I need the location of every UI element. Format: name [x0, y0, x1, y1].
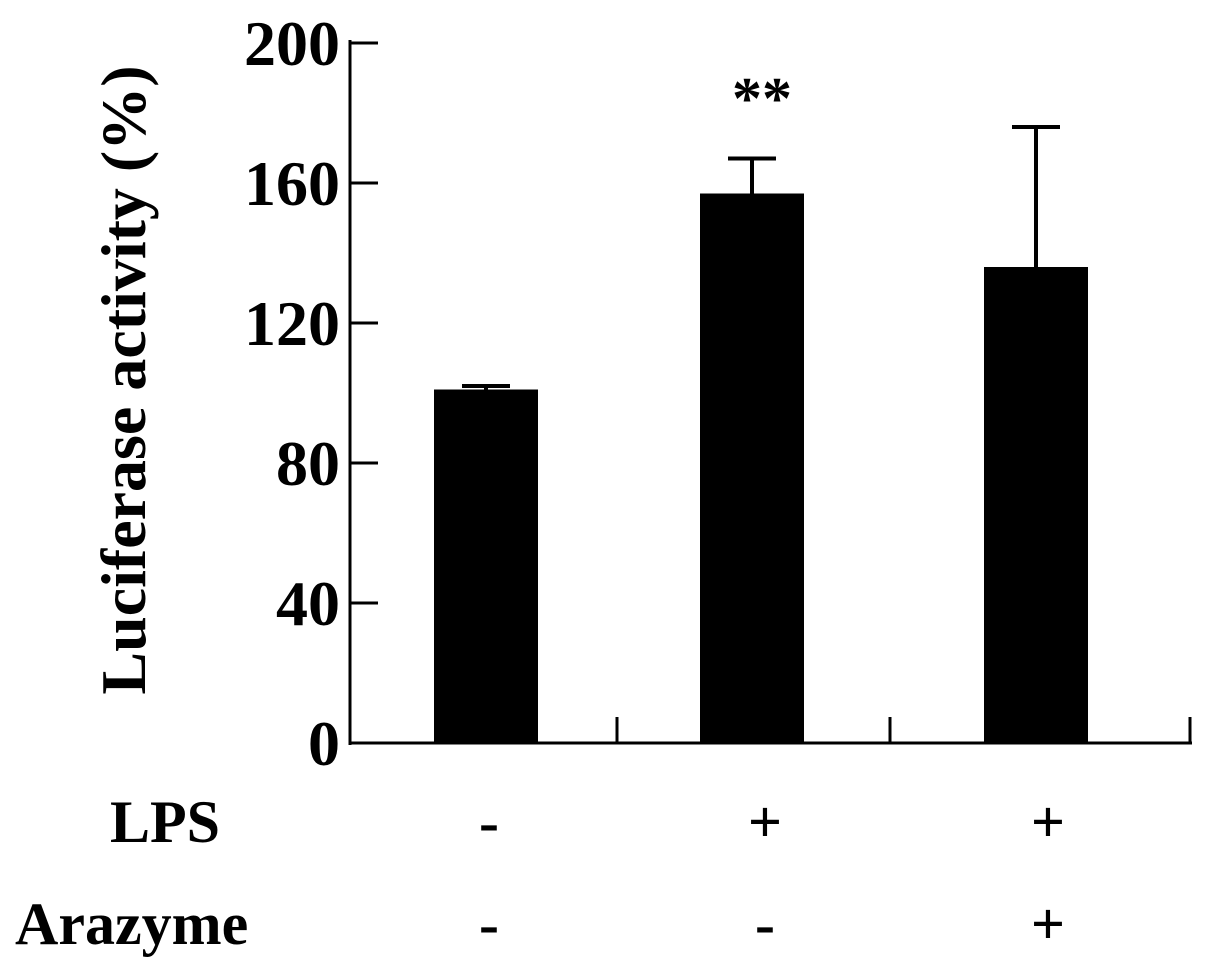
- bar-1: [434, 389, 538, 743]
- significance-marker: **: [732, 66, 792, 132]
- y-tick-label: 160: [244, 148, 340, 219]
- bars: [434, 193, 1088, 743]
- condition-sign: -: [755, 891, 775, 957]
- row-label-lps: LPS: [110, 789, 220, 855]
- y-tick-label: 80: [276, 428, 340, 499]
- x-ticks: [615, 717, 1192, 743]
- y-tick-label: 0: [308, 708, 340, 779]
- y-tick-label: 40: [276, 568, 340, 639]
- condition-sign: -: [479, 789, 499, 855]
- condition-sign: +: [748, 789, 782, 855]
- bar-2: [700, 193, 804, 743]
- condition-sign: +: [1031, 891, 1065, 957]
- y-tick-label: 200: [244, 8, 340, 79]
- condition-table: LPS Arazyme - + + - - +: [15, 789, 1065, 957]
- row-label-arazyme: Arazyme: [15, 891, 248, 957]
- y-ticks: 0 40 80 120 160 200: [244, 8, 378, 779]
- annotations: **: [732, 66, 792, 132]
- y-axis-title: Luciferase activity (%): [88, 65, 159, 694]
- condition-sign: -: [479, 891, 499, 957]
- y-tick-label: 120: [244, 288, 340, 359]
- bar-3: [984, 267, 1088, 743]
- error-bars: [462, 125, 1060, 390]
- condition-sign: +: [1031, 789, 1065, 855]
- condition-signs: - + + - - +: [479, 789, 1065, 957]
